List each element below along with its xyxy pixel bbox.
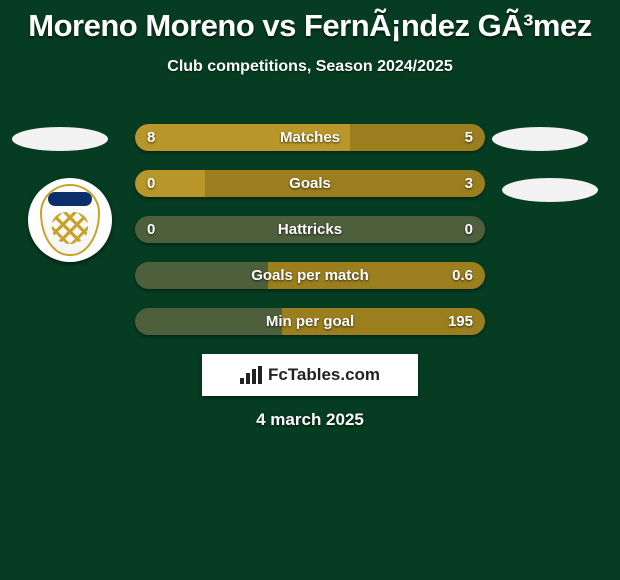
player-left-avatar bbox=[12, 127, 108, 151]
comparison-card: Moreno Moreno vs FernÃ¡ndez GÃ³mez Club … bbox=[0, 0, 620, 580]
stat-row: 195Min per goal bbox=[135, 308, 485, 335]
stat-row: 03Goals bbox=[135, 170, 485, 197]
club-left-crest bbox=[28, 178, 112, 262]
attribution-badge: FcTables.com bbox=[202, 354, 418, 396]
stat-row: 0.6Goals per match bbox=[135, 262, 485, 289]
stat-row: 00Hattricks bbox=[135, 216, 485, 243]
date-label: 4 march 2025 bbox=[0, 410, 620, 430]
attribution-text: FcTables.com bbox=[268, 365, 380, 385]
club-right-placeholder bbox=[502, 178, 598, 202]
stat-label: Goals per match bbox=[135, 262, 485, 289]
page-title: Moreno Moreno vs FernÃ¡ndez GÃ³mez bbox=[0, 0, 620, 44]
player-right-avatar bbox=[492, 127, 588, 151]
bar-chart-icon bbox=[240, 366, 262, 384]
stat-row: 85Matches bbox=[135, 124, 485, 151]
subtitle: Club competitions, Season 2024/2025 bbox=[0, 58, 620, 76]
stat-label: Min per goal bbox=[135, 308, 485, 335]
stat-label: Hattricks bbox=[135, 216, 485, 243]
stat-label: Goals bbox=[135, 170, 485, 197]
stat-label: Matches bbox=[135, 124, 485, 151]
stat-rows: 85Matches 03Goals 00Hattricks 0.6Goals per … bbox=[135, 124, 485, 354]
crest-icon bbox=[40, 184, 100, 256]
